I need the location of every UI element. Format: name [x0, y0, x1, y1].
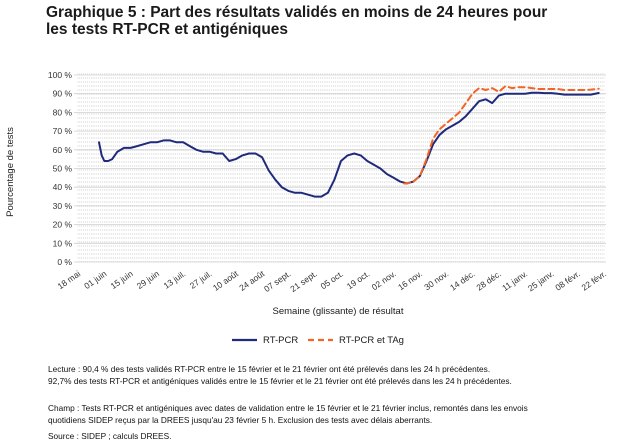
y-axis-ticks: 0 % 10 % 20 % 30 % 40 % 50 % 60 % 70 % 80 % 90 % 1… — [48, 70, 73, 267]
y-tick-label: 20 % — [53, 220, 73, 230]
x-tick-label: 29 juin — [135, 268, 161, 291]
y-tick-label: 100 % — [48, 70, 73, 80]
grid-layer — [74, 73, 606, 263]
legend-label-rtpcr-tag: RT-PCR et TAg — [339, 335, 404, 346]
champ-line-2: quotidiens SIDEP reçus par la DREES jusq… — [48, 414, 433, 425]
x-tick-label: 01 juin — [82, 268, 108, 291]
y-tick-label: 50 % — [53, 164, 73, 174]
x-tick-label: 21 sept. — [288, 268, 319, 294]
y-axis-label: Pourcentage de tests — [5, 127, 16, 217]
x-tick-label: 07 sept. — [262, 268, 293, 294]
source-line: Source : SIDEP ; calculs DREES. — [48, 431, 172, 441]
x-tick-label: 28 déc. — [474, 268, 503, 292]
x-tick-label: 19 oct. — [345, 268, 372, 291]
x-tick-label: 02 nov. — [370, 268, 398, 292]
y-tick-label: 10 % — [53, 238, 73, 248]
lecture-line-2: 92,7% des tests RT-PCR et antigéniques v… — [48, 375, 512, 386]
champ-line-1: Champ : Tests RT-PCR et antigéniques ave… — [48, 403, 528, 413]
x-tick-label: 14 déc. — [448, 268, 477, 292]
y-tick-label: 60 % — [53, 145, 73, 155]
x-tick-label: 30 nov. — [422, 268, 450, 292]
x-tick-label: 10 août — [211, 268, 240, 293]
x-tick-label: 13 juil. — [161, 268, 187, 290]
y-tick-label: 30 % — [53, 201, 73, 211]
x-tick-label: 16 nov. — [396, 268, 424, 292]
x-tick-label: 24 août — [237, 268, 266, 293]
y-tick-label: 70 % — [53, 126, 73, 136]
x-tick-label: 15 juin — [108, 268, 134, 291]
y-tick-label: 0 % — [57, 257, 72, 267]
x-tick-label: 22 févr. — [580, 268, 609, 292]
y-tick-label: 80 % — [53, 107, 73, 117]
x-tick-label: 05 oct. — [318, 268, 345, 291]
x-tick-label: 27 juil. — [188, 268, 214, 290]
lecture-line-1: Lecture : 90,4 % des tests validés RT-PC… — [48, 364, 491, 374]
y-tick-label: 90 % — [53, 89, 73, 99]
chart-title-line-1: Graphique 5 : Part des résultats validés… — [46, 4, 548, 21]
source-note: Source : SIDEP ; calculs DREES. — [48, 431, 628, 443]
chart-title-line-2: les tests RT-PCR et antigéniques — [46, 21, 289, 38]
x-tick-label: 18 mai — [56, 268, 83, 291]
x-axis-ticks: 18 mai 01 juin 15 juin 29 juin 13 juil. 27 ju… — [56, 268, 609, 294]
line-chart: 0 % 10 % 20 % 30 % 40 % 50 % 60 % 70 % 80 % 90 % 1… — [5, 70, 609, 346]
lecture-note: Lecture : 90,4 % des tests validés RT-PC… — [48, 364, 628, 387]
x-tick-label: 08 févr. — [553, 268, 582, 292]
y-tick-label: 40 % — [53, 182, 73, 192]
legend-label-rtpcr: RT-PCR — [263, 335, 298, 346]
x-tick-label: 25 janv. — [526, 268, 556, 293]
series-layer — [98, 85, 600, 198]
series-line-rtpcr-tag — [403, 85, 600, 185]
series-line-rtpcr — [98, 91, 600, 198]
x-tick-label: 11 janv. — [500, 268, 529, 293]
champ-note: Champ : Tests RT-PCR et antigéniques ave… — [48, 403, 628, 426]
legend: RT-PCR RT-PCR et TAg — [232, 335, 404, 346]
chart-title: Graphique 5 : Part des résultats validés… — [46, 4, 626, 38]
x-axis-label: Semaine (glissante) de résultat — [273, 306, 404, 317]
